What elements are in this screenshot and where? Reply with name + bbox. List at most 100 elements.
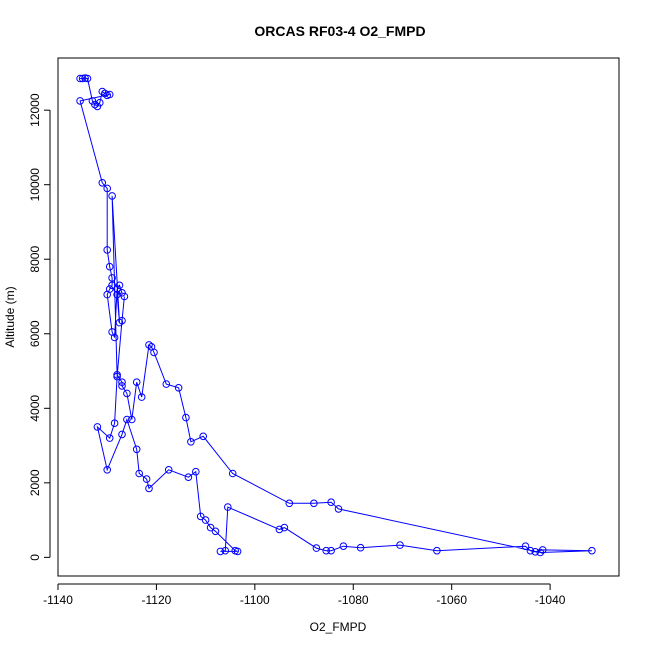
data-point — [531, 548, 540, 556]
plot-frame — [57, 57, 620, 577]
data-point — [201, 516, 210, 524]
data-point — [118, 378, 126, 387]
plot-area — [76, 74, 596, 557]
data-point — [275, 525, 284, 534]
data-point — [132, 378, 141, 387]
y-tick-label: 6000 — [28, 320, 42, 347]
data-point — [327, 498, 335, 507]
data-point — [199, 432, 207, 441]
data-point — [164, 466, 173, 474]
data-point — [93, 102, 102, 111]
y-ticks: 0 2000 4000 6000 8000 10000 12000 — [28, 93, 50, 561]
data-point — [356, 543, 365, 552]
data-point — [150, 348, 158, 357]
data-point — [162, 380, 171, 388]
data-point — [174, 384, 183, 392]
data-point — [115, 318, 124, 327]
data-point — [105, 90, 114, 99]
y-tick-label: 8000 — [28, 246, 42, 273]
y-tick-label: 2000 — [28, 469, 42, 496]
x-tick-label: -1040 — [535, 593, 566, 607]
data-point — [103, 290, 111, 299]
data-point — [115, 281, 124, 290]
data-point — [145, 484, 153, 493]
data-point — [536, 548, 545, 557]
data-point — [280, 523, 289, 532]
data-point — [588, 546, 596, 555]
data-point — [98, 179, 107, 187]
data-point — [231, 546, 239, 555]
y-tick-label: 10000 — [28, 168, 42, 202]
data-point — [108, 274, 116, 282]
data-point — [113, 290, 121, 299]
data-point — [83, 74, 92, 83]
x-axis-label: O2_FMPD — [310, 620, 367, 634]
data-point — [312, 544, 321, 552]
data-point — [108, 192, 116, 200]
data-point — [538, 546, 547, 554]
data-point — [96, 98, 104, 107]
data-point — [216, 547, 225, 556]
data-point — [78, 74, 87, 83]
data-point — [110, 333, 119, 342]
data-point — [137, 393, 146, 401]
data-point — [327, 546, 335, 555]
data-point — [192, 467, 200, 476]
series-line — [79, 77, 592, 554]
data-point — [224, 503, 232, 511]
data-point — [93, 423, 102, 431]
data-point — [123, 389, 131, 398]
data-point — [285, 499, 294, 508]
data-point — [118, 430, 126, 439]
x-tick-label: -1140 — [43, 593, 73, 607]
data-point — [187, 438, 195, 446]
data-point — [123, 415, 131, 424]
data-point — [113, 285, 121, 293]
data-point — [76, 74, 84, 83]
data-point — [211, 527, 220, 536]
data-point — [103, 466, 111, 474]
x-tick-label: -1120 — [142, 593, 172, 607]
data-point — [310, 499, 318, 508]
data-point — [110, 419, 119, 428]
data-point — [135, 469, 143, 478]
y-tick-label: 0 — [28, 554, 42, 561]
x-tick-label: -1080 — [338, 593, 369, 607]
data-point — [184, 473, 193, 482]
data-point — [228, 469, 237, 478]
data-point — [128, 415, 136, 424]
data-point — [108, 281, 116, 290]
data-point — [120, 292, 129, 301]
data-point — [105, 434, 114, 442]
data-point — [105, 262, 114, 271]
data-point — [526, 546, 535, 555]
y-tick-label: 12000 — [28, 93, 42, 127]
data-point — [118, 316, 126, 325]
data-point — [182, 413, 190, 422]
data-point — [142, 475, 151, 483]
data-point — [76, 97, 84, 105]
data-point — [206, 523, 215, 532]
data-point — [221, 546, 230, 555]
data-point — [103, 246, 111, 254]
x-ticks: -1140 -1120 -1100 -1080 -1060 -1040 — [43, 584, 566, 607]
data-point — [98, 87, 107, 96]
data-point — [339, 542, 348, 551]
chart-title: ORCAS RF03-4 O2_FMPD — [254, 23, 425, 39]
data-point — [113, 372, 121, 381]
data-point — [101, 89, 109, 98]
data-point — [118, 382, 126, 390]
data-point — [132, 445, 141, 454]
x-tick-label: -1100 — [240, 593, 270, 607]
data-point — [118, 289, 126, 297]
data-point — [196, 512, 205, 521]
x-tick-label: -1060 — [436, 593, 467, 607]
data-point — [103, 184, 111, 193]
data-point — [91, 100, 99, 109]
data-point — [396, 541, 404, 549]
y-tick-label: 4000 — [28, 395, 42, 422]
data-point — [433, 546, 441, 555]
y-axis-label: Altitude (m) — [3, 286, 17, 347]
data-point — [334, 505, 343, 513]
